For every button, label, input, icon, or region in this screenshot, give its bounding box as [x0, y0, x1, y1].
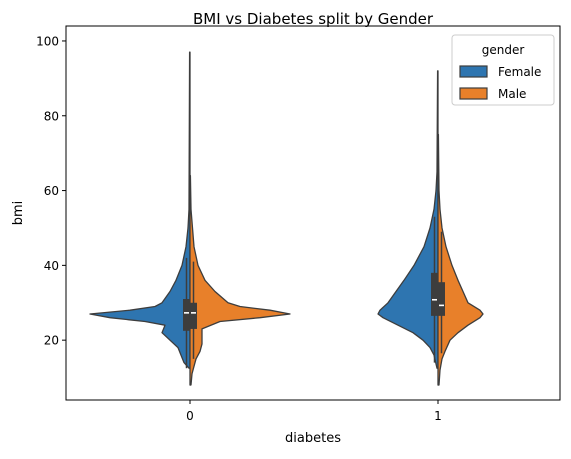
- y-tick-label: 40: [44, 259, 59, 273]
- violin-half-female-1: [377, 70, 439, 369]
- x-tick-label: 1: [434, 409, 442, 423]
- y-axis-label: bmi: [11, 201, 26, 226]
- chart-title: BMI vs Diabetes split by Gender: [193, 10, 434, 28]
- y-tick-label: 100: [36, 34, 59, 48]
- legend-label-male: Male: [498, 87, 526, 101]
- box-iqr: [438, 282, 445, 316]
- y-tick-label: 60: [44, 184, 59, 198]
- y-tick-label: 80: [44, 109, 59, 123]
- legend: gender Female Male: [451, 34, 555, 106]
- box-iqr: [183, 299, 190, 331]
- violin-half-male-1: [437, 133, 484, 386]
- legend-label-female: Female: [498, 65, 541, 79]
- legend-title: gender: [482, 43, 525, 57]
- box-iqr: [431, 272, 438, 316]
- x-tick-label: 0: [186, 409, 194, 423]
- violin-half-female-0: [89, 51, 191, 369]
- box-layer: [183, 216, 445, 369]
- y-axis: 20 40 60 80 100: [36, 34, 66, 348]
- legend-swatch-male: [459, 87, 488, 100]
- violin-layer: [89, 51, 484, 386]
- plot-frame: [65, 25, 561, 401]
- legend-swatch-female: [459, 65, 488, 78]
- y-tick-label: 20: [44, 334, 59, 348]
- box-iqr: [190, 302, 197, 329]
- violin-half-male-0: [189, 174, 291, 386]
- x-axis-label: diabetes: [285, 431, 341, 446]
